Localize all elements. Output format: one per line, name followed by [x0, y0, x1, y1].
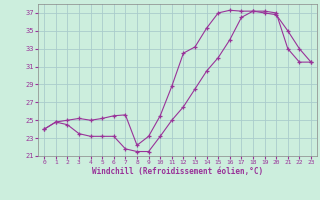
X-axis label: Windchill (Refroidissement éolien,°C): Windchill (Refroidissement éolien,°C) [92, 167, 263, 176]
